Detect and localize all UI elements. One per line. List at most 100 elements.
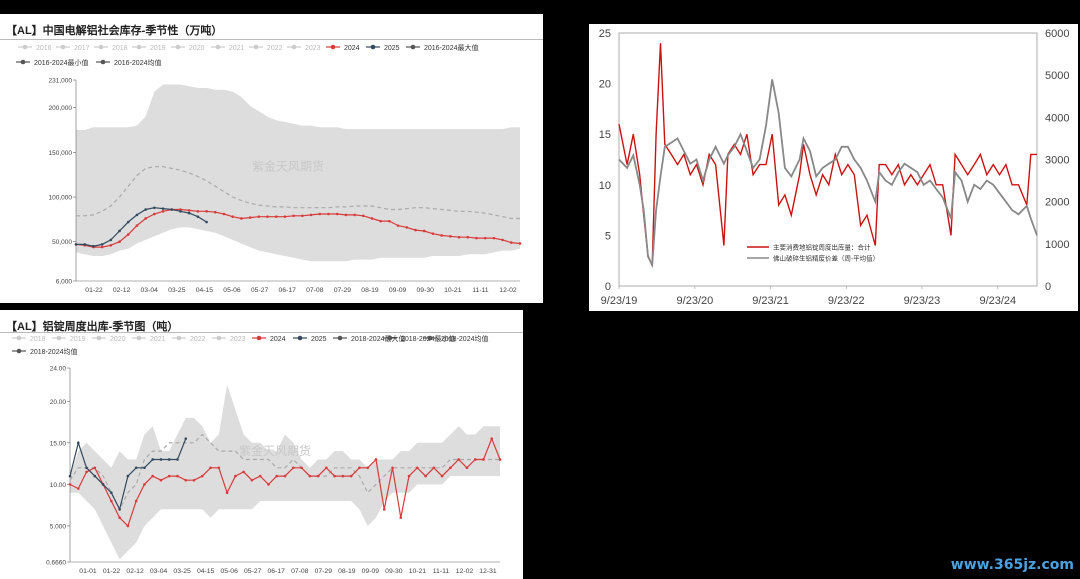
legend-label: 2024 bbox=[270, 336, 286, 343]
legend-label: 2016-2024最大值 bbox=[424, 43, 478, 52]
series-2025-line-point bbox=[161, 207, 165, 210]
series-2024-line-point bbox=[144, 217, 147, 220]
x-tick-label: 06-17 bbox=[279, 287, 297, 294]
series-2025-line-point bbox=[101, 483, 105, 486]
title-divider bbox=[0, 332, 523, 333]
series-2025-line-point bbox=[93, 474, 97, 478]
series-2024-line-point bbox=[143, 483, 146, 486]
y-tick-label: 10.00 bbox=[50, 482, 67, 489]
x-tick-label: 05-27 bbox=[251, 287, 269, 294]
y-left-tick-label: 5 bbox=[605, 230, 611, 242]
legend-swatch-dot bbox=[427, 335, 433, 341]
series-2024-line-point bbox=[432, 466, 436, 470]
series-2024-line-point bbox=[135, 224, 139, 227]
series-2024-line-point bbox=[100, 245, 104, 249]
x-tick-label: 9/23/19 bbox=[601, 295, 638, 307]
series-2024-line-point bbox=[283, 474, 287, 478]
series-2024-line-point bbox=[126, 233, 130, 236]
legend-label: 2021 bbox=[229, 45, 245, 52]
legend-swatch-dot bbox=[370, 44, 376, 50]
series-2024-line-point bbox=[167, 474, 171, 478]
series-2024-line-point bbox=[274, 215, 278, 218]
legend-label: 2019 bbox=[150, 45, 166, 52]
legend-swatch-dot bbox=[410, 44, 416, 50]
series-2024-line-point bbox=[466, 235, 470, 239]
series-2024-line-point bbox=[126, 524, 130, 528]
legend-swatch-dot bbox=[98, 44, 104, 50]
series-2024-line-point bbox=[196, 210, 200, 213]
series-2024-line-point bbox=[118, 240, 121, 243]
legend-label: 2020 bbox=[189, 45, 205, 52]
series-2024-line-point bbox=[257, 215, 261, 218]
title-divider bbox=[0, 39, 543, 40]
series-2025-line-point bbox=[126, 220, 130, 224]
y-tick-label: 200,000 bbox=[49, 105, 73, 112]
x-tick-label: 03-25 bbox=[173, 568, 191, 575]
series-2024-line-point bbox=[159, 478, 163, 482]
x-tick-label: 12-31 bbox=[479, 568, 497, 575]
series-2024-line-point bbox=[318, 212, 322, 216]
x-tick-label: 01-22 bbox=[85, 287, 103, 294]
legend-swatch-dot bbox=[136, 335, 142, 341]
series-2024-line-point bbox=[266, 215, 269, 218]
x-tick-label: 10-21 bbox=[444, 287, 462, 294]
series-2024-line-point bbox=[161, 210, 165, 213]
series-2025-line-point bbox=[85, 466, 88, 470]
legend-label: 2022 bbox=[267, 45, 283, 52]
series-2025-line-point bbox=[76, 441, 80, 445]
series-2025-line-point bbox=[167, 458, 171, 461]
y-left-tick-label: 10 bbox=[599, 180, 611, 192]
series-2024-line-point bbox=[151, 474, 154, 478]
legend-label: 2016-2024最小值 bbox=[34, 58, 88, 67]
series-2024-line-point bbox=[424, 474, 427, 478]
legend-swatch-dot bbox=[291, 44, 297, 50]
series-2024-line-point bbox=[187, 209, 191, 212]
legend-swatch-dot bbox=[256, 335, 262, 341]
x-tick-label: 03-04 bbox=[150, 568, 168, 575]
series-2024-line-point bbox=[414, 228, 417, 232]
series-2024-line-point bbox=[449, 466, 452, 470]
x-tick-label: 11-11 bbox=[472, 287, 489, 294]
series-2024-line-point bbox=[76, 487, 80, 490]
y-tick-label: 0.6660 bbox=[46, 560, 66, 567]
legend-label: 2020 bbox=[110, 336, 126, 343]
series-2024-line-point bbox=[209, 466, 212, 470]
series-2025-line-point bbox=[74, 243, 78, 246]
series-2024-line-point bbox=[325, 466, 328, 470]
legend-swatch-dot bbox=[337, 335, 343, 341]
series-2024-line-point bbox=[110, 499, 113, 503]
shipment-spread-chart-svg: 0 5 10 15 20 25 0 1000 2000 3000 4000 5000 6000 9/23/… bbox=[599, 28, 1070, 307]
x-tick-label: 06-17 bbox=[268, 568, 286, 575]
y-tick-label: 24.00 bbox=[50, 366, 67, 373]
series-2024-line-point bbox=[422, 229, 426, 233]
series-2024-line-point bbox=[498, 458, 502, 461]
x-tick-label: 02-12 bbox=[126, 568, 144, 575]
y-tick-label: 5.000 bbox=[50, 523, 67, 530]
legend-swatch-dot bbox=[16, 348, 22, 354]
series-2024-line-point bbox=[184, 478, 188, 482]
series-2024-line-point bbox=[85, 470, 88, 474]
site-watermark: www.365jz.com bbox=[950, 557, 1074, 573]
series-2025-line-point bbox=[83, 243, 87, 246]
legend-swatch-dot bbox=[330, 44, 336, 50]
series-2024-line-point bbox=[407, 474, 411, 478]
legend-label: 主要消费地铝锭周度出库量：合计 bbox=[773, 243, 871, 252]
chart-watermark: 紫金天风期货 bbox=[239, 443, 311, 458]
legend-swatch-dot bbox=[20, 59, 26, 65]
x-tick-label: 05-06 bbox=[223, 287, 241, 294]
series-2024-line-point bbox=[118, 516, 121, 519]
y-left-tick-label: 25 bbox=[599, 28, 611, 40]
series-2024-line-point bbox=[399, 516, 403, 519]
series-2025-line-point bbox=[126, 474, 130, 478]
series-2025-line-point bbox=[179, 210, 182, 213]
series-2024-line-point bbox=[201, 474, 204, 478]
series-2024-line-point bbox=[465, 466, 469, 470]
legend-label: 2023 bbox=[305, 45, 321, 52]
legend-label: 2019 bbox=[70, 336, 86, 343]
series-2024-line-point bbox=[205, 210, 208, 213]
x-tick-label: 10-21 bbox=[409, 568, 427, 575]
series-2024-line-point bbox=[388, 219, 391, 223]
x-tick-label: 12-02 bbox=[499, 287, 517, 294]
series-mean-line bbox=[76, 166, 520, 220]
series-2024-line-point bbox=[483, 236, 487, 240]
